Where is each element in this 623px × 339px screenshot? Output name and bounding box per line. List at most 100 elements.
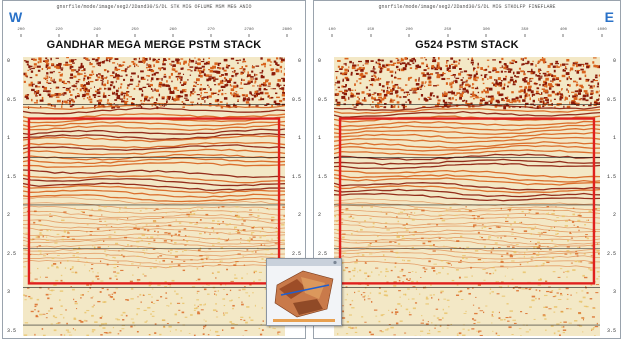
seismic-noise (509, 78, 514, 82)
seismic-scatter (411, 246, 414, 249)
seismic-scatter (399, 296, 401, 298)
seismic-scatter (540, 248, 542, 250)
seismic-scatter (442, 308, 445, 311)
seismic-noise (386, 91, 391, 95)
seismic-scatter (77, 259, 80, 261)
seismic-noise (371, 75, 373, 77)
seismic-noise (496, 83, 500, 86)
seismic-scatter (539, 279, 542, 281)
seismic-noise (116, 94, 121, 97)
seismic-scatter (361, 254, 365, 256)
seismic-scatter (176, 302, 181, 304)
seismic-noise (575, 94, 578, 97)
seismic-scatter (226, 239, 229, 242)
seismic-noise (437, 62, 440, 64)
seismic-scatter (73, 318, 77, 321)
seismic-noise (370, 60, 374, 62)
seismic-scatter (552, 296, 556, 298)
seismic-noise (146, 63, 148, 66)
seismic-scatter (34, 309, 36, 311)
seismic-scatter (595, 213, 597, 215)
seismic-scatter (572, 207, 575, 209)
seismic-scatter (489, 292, 491, 295)
seismic-scatter (402, 275, 406, 277)
seismic-scatter (67, 230, 69, 233)
seismic-noise (97, 76, 101, 79)
seismic-scatter (596, 249, 600, 252)
seismic-noise (446, 68, 450, 72)
seismic-noise (182, 67, 184, 70)
seismic-noise (576, 69, 581, 72)
seismic-scatter (575, 253, 579, 255)
seismic-scatter (143, 309, 147, 311)
trace-tick-label: 200 (17, 28, 25, 32)
seismic-scatter (432, 244, 435, 246)
seismic-noise (29, 65, 33, 68)
seismic-noise (549, 84, 553, 88)
seismic-noise (198, 74, 201, 77)
seismic-noise (80, 84, 84, 87)
seismic-scatter (496, 293, 500, 295)
seismic-noise (223, 58, 228, 62)
seismic-scatter (538, 244, 541, 247)
seismic-noise (183, 89, 187, 91)
seismic-noise (463, 99, 466, 102)
seismic-noise (144, 95, 147, 98)
seismic-scatter (213, 230, 215, 232)
seismic-noise (175, 58, 180, 62)
seismic-scatter (34, 333, 36, 336)
seismic-noise (544, 84, 546, 88)
seismic-noise (362, 67, 365, 70)
seismic-scatter (107, 245, 110, 248)
seismic-noise (230, 92, 232, 95)
seismic-scatter (550, 227, 553, 229)
seismic-noise (379, 67, 383, 70)
seismic-scatter (399, 320, 403, 322)
seismic-scatter (491, 315, 494, 317)
seismic-noise (402, 67, 407, 71)
seismic-noise (276, 64, 280, 67)
seismic-noise (518, 90, 522, 93)
seismic-noise (88, 98, 93, 101)
seismic-scatter (512, 319, 516, 321)
seismic-noise (381, 98, 385, 101)
seismic-noise (126, 91, 130, 93)
seismic-noise (252, 85, 255, 87)
seismic-scatter (397, 243, 401, 245)
seismic-noise (468, 74, 473, 77)
seismic-scatter (54, 316, 58, 319)
seismic-noise (356, 100, 360, 104)
seismic-noise (468, 105, 471, 108)
seismic-noise (163, 105, 165, 107)
seismic-scatter (552, 271, 556, 273)
seismic-noise (361, 73, 364, 76)
seismic-noise (566, 58, 570, 62)
seismic-reflector (334, 209, 600, 219)
seismic-noise (42, 90, 47, 92)
seismic-noise (101, 60, 105, 64)
seismic-noise (105, 57, 108, 60)
seismic-noise (208, 79, 211, 81)
seismic-scatter (24, 299, 27, 301)
seismic-noise (335, 76, 338, 80)
seismic-scatter (70, 238, 74, 240)
seismic-noise (484, 90, 489, 94)
seismic-scatter (388, 309, 390, 311)
seismic-noise (372, 101, 374, 103)
seismic-scatter (505, 217, 507, 220)
seismic-scatter (217, 242, 220, 243)
trace-axis: 200 220 240 250 260 270 2780 2800 (17, 28, 292, 42)
seismic-panel-left: gnsrfile/mode/image/seg2/2Dand30/S/DL ST… (2, 0, 306, 339)
seismic-scatter (155, 259, 157, 262)
seismic-scatter (69, 331, 71, 333)
seismic-noise (65, 88, 69, 92)
seismic-scatter (115, 318, 119, 320)
seismic-scatter (474, 312, 478, 315)
seismic-noise (378, 63, 381, 66)
seismic-scatter (142, 294, 145, 295)
seismic-noise (405, 91, 410, 94)
seismic-noise (425, 99, 428, 102)
seismic-scatter (156, 225, 160, 227)
seismic-noise (249, 91, 252, 95)
seismic-scatter (49, 307, 53, 310)
